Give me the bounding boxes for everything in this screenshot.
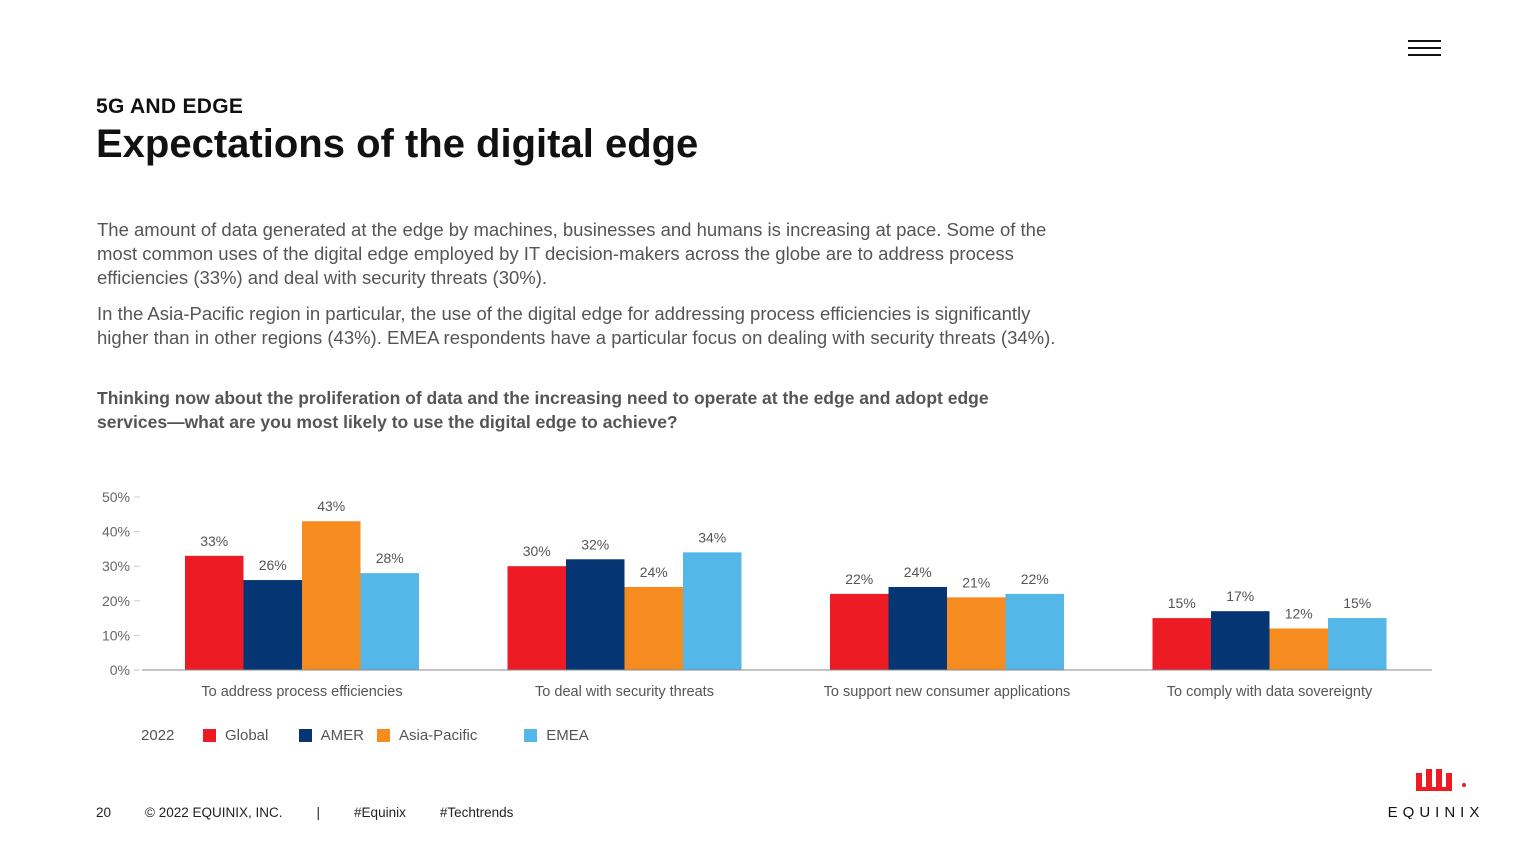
hashtag-techtrends[interactable]: #Techtrends bbox=[439, 805, 514, 820]
data-label: 34% bbox=[698, 529, 726, 545]
data-label: 24% bbox=[904, 564, 932, 580]
category-label: To support new consumer applications bbox=[824, 684, 1071, 700]
y-tick-label: 20% bbox=[102, 593, 130, 609]
legend-swatch bbox=[298, 729, 312, 742]
data-label: 30% bbox=[523, 543, 551, 559]
y-tick-label: 30% bbox=[102, 558, 130, 574]
data-label: 22% bbox=[845, 571, 873, 587]
bar-global bbox=[830, 593, 889, 670]
footer: 20 © 2022 EQUINIX, INC. | #Equinix #Tech… bbox=[96, 805, 547, 820]
legend-item: EMEA bbox=[524, 727, 589, 744]
y-tick-label: 50% bbox=[102, 489, 130, 505]
bar-emea bbox=[683, 552, 742, 670]
hamburger-menu-icon[interactable] bbox=[1408, 40, 1441, 57]
bar-global bbox=[1152, 618, 1211, 670]
page-number: 20 bbox=[96, 805, 112, 820]
equinix-logo: EQUINIX bbox=[1383, 765, 1489, 824]
category-label: To deal with security threats bbox=[535, 684, 714, 700]
y-tick-label: 0% bbox=[110, 662, 130, 678]
bar-global bbox=[185, 555, 244, 670]
bar-chart: 0% 10% 20% 30% 40% 50% 33% 26% 43% 28% To address … bbox=[102, 489, 1432, 700]
data-label: 22% bbox=[1021, 571, 1049, 587]
legend-swatch bbox=[524, 729, 538, 742]
data-label: 12% bbox=[1285, 605, 1313, 621]
legend-item: Asia-Pacific bbox=[377, 727, 477, 744]
data-label: 15% bbox=[1343, 595, 1371, 611]
data-label: 21% bbox=[962, 574, 990, 590]
separator: | bbox=[316, 805, 321, 820]
paragraph-2: In the Asia-Pacific region in particular… bbox=[97, 303, 1056, 348]
legend-swatch bbox=[203, 729, 216, 742]
data-label: 28% bbox=[376, 550, 404, 566]
bar-global bbox=[507, 566, 566, 670]
legend-label: Global bbox=[225, 727, 269, 744]
y-tick-label: 10% bbox=[102, 627, 130, 643]
copyright: © 2022 EQUINIX, INC. bbox=[145, 805, 283, 820]
paragraph-1: The amount of data generated at the edge… bbox=[97, 219, 1047, 288]
bar-asia-pacific bbox=[624, 586, 683, 670]
data-label: 24% bbox=[640, 564, 668, 580]
legend-item: Global bbox=[203, 727, 268, 744]
bar-amer bbox=[888, 586, 947, 670]
bar-emea bbox=[1005, 593, 1064, 670]
data-label: 43% bbox=[317, 498, 345, 514]
hashtag-equinix[interactable]: #Equinix bbox=[354, 805, 406, 820]
bar-asia-pacific bbox=[302, 521, 361, 670]
page-title: Expectations of the digital edge bbox=[96, 122, 699, 166]
logo-text: EQUINIX bbox=[1388, 804, 1485, 819]
data-label: 17% bbox=[1226, 588, 1254, 604]
category-label: To address process efficiencies bbox=[201, 684, 402, 700]
y-tick-label: 40% bbox=[102, 524, 130, 540]
bar-amer bbox=[566, 559, 625, 670]
bar-amer bbox=[243, 580, 302, 670]
legend-swatch bbox=[377, 729, 390, 742]
data-label: 15% bbox=[1168, 595, 1196, 611]
data-label: 26% bbox=[259, 557, 287, 573]
bar-emea bbox=[360, 573, 419, 670]
data-label: 32% bbox=[581, 536, 609, 552]
legend-item: AMER bbox=[298, 727, 364, 744]
bar-asia-pacific bbox=[947, 597, 1006, 670]
data-label: 33% bbox=[200, 533, 228, 549]
legend-label: Asia-Pacific bbox=[399, 727, 478, 744]
legend-label: AMER bbox=[320, 727, 364, 744]
legend-title: 2022 bbox=[141, 727, 175, 744]
category-label: To comply with data sovereignty bbox=[1167, 684, 1373, 700]
bar-emea bbox=[1328, 618, 1387, 670]
bar-amer bbox=[1211, 611, 1270, 670]
survey-question: Thinking now about the proliferation of … bbox=[97, 388, 989, 432]
section-label: 5G AND EDGE bbox=[96, 95, 244, 118]
bar-asia-pacific bbox=[1269, 628, 1328, 670]
legend-label: EMEA bbox=[546, 727, 589, 744]
